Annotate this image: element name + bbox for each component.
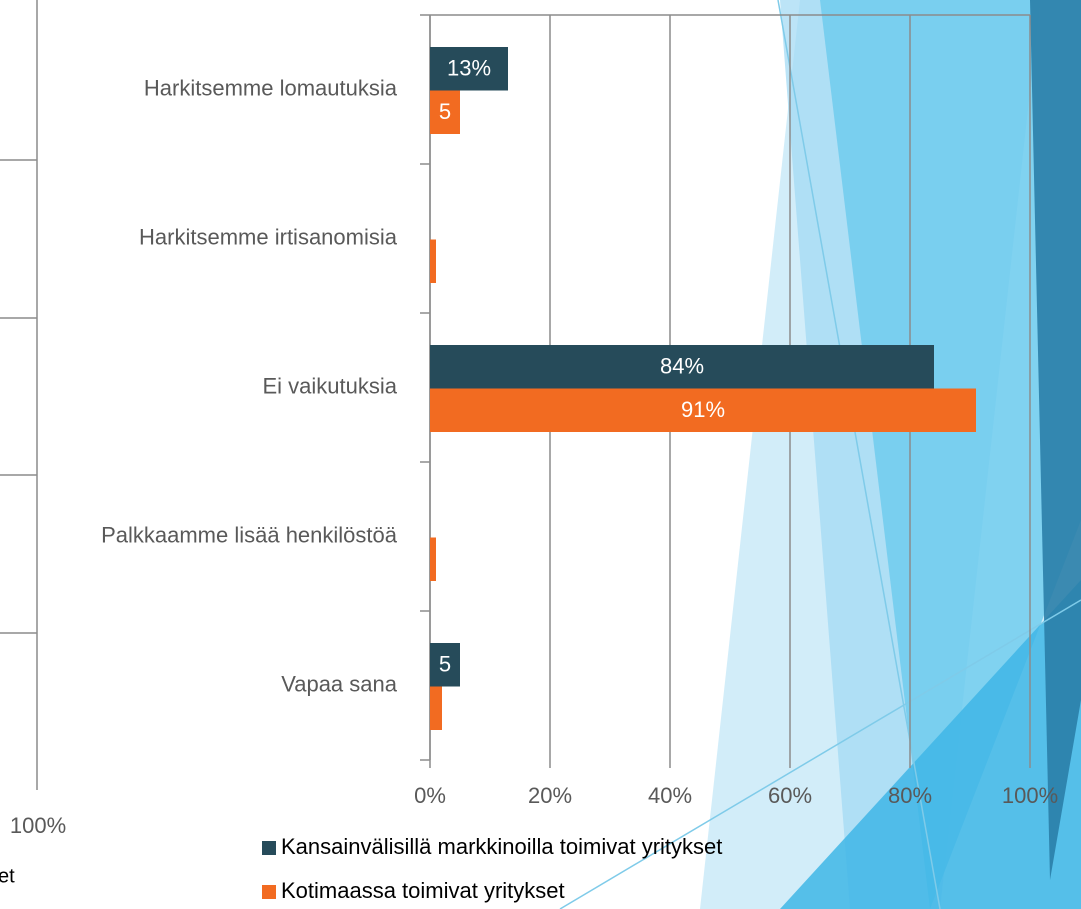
legend-swatch [262, 841, 276, 855]
bar [430, 388, 976, 432]
y-tick-label: Vapaa sana [281, 671, 398, 696]
bar [430, 90, 460, 134]
legend-label: Kansainvälisillä markkinoilla toimivat y… [281, 834, 722, 859]
data-label: 5 [439, 99, 451, 124]
bar [430, 47, 508, 91]
y-tick-label: Harkitsemme irtisanomisia [139, 224, 398, 249]
x-tick-label: 80% [888, 783, 932, 808]
data-label: 84% [660, 354, 704, 379]
y-tick-label: Palkkaamme lisää henkilöstöä [101, 522, 398, 547]
data-label: 5 [439, 652, 451, 677]
data-label: 91% [681, 397, 725, 422]
y-tick-label: Ei vaikutuksia [262, 373, 397, 398]
bar [430, 345, 934, 389]
y-tick-label: Harkitsemme lomautuksia [144, 75, 398, 100]
x-tick-label: 60% [768, 783, 812, 808]
background-decoration [559, 0, 1081, 909]
x-tick-label: 0% [414, 783, 446, 808]
bar [430, 643, 460, 687]
x-tick-label: 20% [528, 783, 572, 808]
fragment-label: et [0, 865, 15, 887]
legend-label: Kotimaassa toimivat yritykset [281, 878, 565, 903]
data-label: 13% [447, 56, 491, 81]
decor-line [559, 599, 1081, 909]
decor [780, 580, 1081, 909]
bar [430, 537, 436, 581]
left-fragment: 100% et [0, 0, 66, 887]
legend-swatch [262, 885, 276, 899]
x-tick-label: 40% [648, 783, 692, 808]
fragment-label: 100% [10, 813, 66, 838]
bar [430, 239, 436, 283]
x-tick-label: 100% [1002, 783, 1058, 808]
decor-line [777, 0, 941, 909]
bar [430, 686, 442, 730]
decor [1030, 0, 1081, 880]
